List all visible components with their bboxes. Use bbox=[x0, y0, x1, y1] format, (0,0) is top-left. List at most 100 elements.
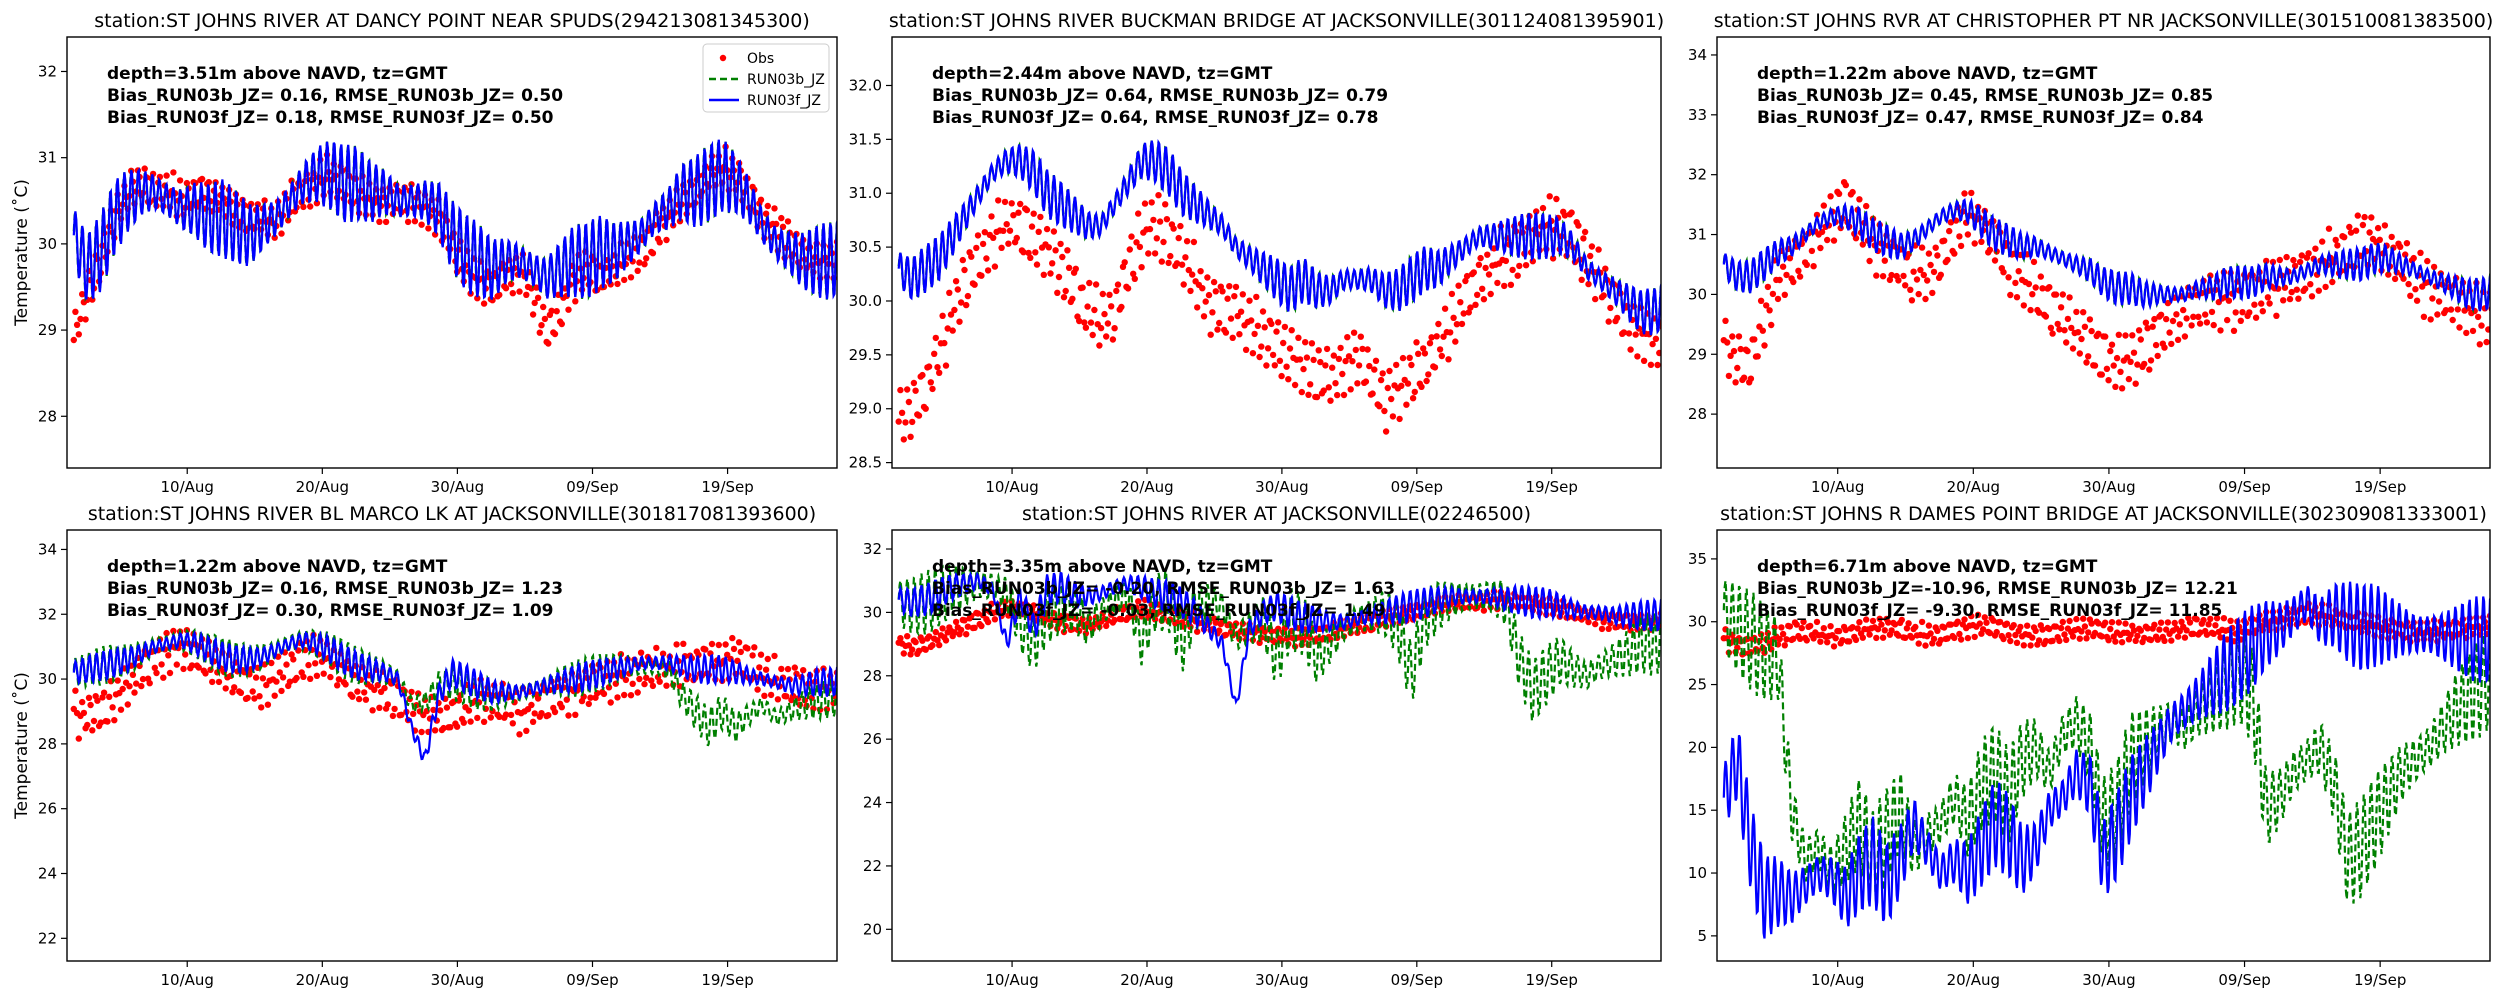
obs-point bbox=[1779, 630, 1787, 638]
obs-point bbox=[925, 633, 933, 640]
obs-point bbox=[1951, 634, 1958, 642]
obs-point bbox=[1054, 289, 1061, 296]
panel-title: station:ST JOHNS RIVER BL MARCO LK AT JA… bbox=[88, 503, 816, 525]
obs-point bbox=[1971, 633, 1978, 641]
obs-point bbox=[761, 692, 768, 699]
panel-title: station:ST JOHNS RVR AT CHRISTOPHER PT N… bbox=[1714, 10, 2494, 32]
obs-point bbox=[1364, 346, 1371, 353]
obs-point bbox=[534, 294, 542, 301]
xtick-label: 30/Aug bbox=[2082, 478, 2135, 496]
obs-point bbox=[1276, 357, 1284, 364]
obs-point bbox=[1647, 361, 1655, 368]
obs-point bbox=[1663, 621, 1669, 627]
ytick-label: 34 bbox=[1688, 46, 1707, 64]
obs-point bbox=[1947, 219, 1955, 226]
ytick-label: 20 bbox=[1688, 738, 1707, 756]
obs-point bbox=[909, 646, 916, 653]
obs-point bbox=[2434, 311, 2441, 318]
obs-point bbox=[2029, 634, 2036, 641]
obs-point bbox=[209, 678, 216, 686]
obs-point bbox=[545, 340, 552, 347]
legend-marker-obs bbox=[719, 54, 727, 62]
obs-point bbox=[734, 657, 741, 664]
obs-point bbox=[1145, 250, 1152, 257]
obs-point bbox=[1575, 222, 1582, 229]
obs-point bbox=[85, 694, 93, 701]
obs-point bbox=[912, 387, 919, 394]
obs-point bbox=[1163, 216, 1171, 223]
obs-point bbox=[1649, 340, 1656, 348]
obs-point bbox=[1268, 320, 1275, 328]
xtick-label: 30/Aug bbox=[431, 971, 484, 989]
obs-point bbox=[1362, 378, 1370, 385]
obs-point bbox=[1059, 253, 1066, 261]
obs-point bbox=[376, 704, 383, 711]
obs-point bbox=[1740, 374, 1748, 381]
obs-point bbox=[2449, 316, 2456, 324]
obs-point bbox=[1264, 345, 1272, 352]
obs-point bbox=[1661, 624, 1667, 630]
obs-point bbox=[1941, 624, 1948, 631]
obs-point bbox=[1457, 299, 1464, 306]
obs-point bbox=[649, 250, 657, 257]
obs-point bbox=[1783, 636, 1790, 643]
stats-annotation: depth=1.22m above NAVD, tz=GMT bbox=[1757, 64, 2098, 84]
obs-point bbox=[261, 197, 268, 204]
xtick-label: 30/Aug bbox=[1255, 971, 1308, 989]
obs-point bbox=[979, 240, 987, 248]
obs-point bbox=[1663, 355, 1669, 361]
obs-point bbox=[1222, 329, 1230, 336]
obs-point bbox=[1111, 616, 1118, 624]
obs-point bbox=[1730, 347, 1738, 355]
obs-point bbox=[1372, 357, 1380, 364]
obs-point bbox=[72, 687, 79, 694]
ytick-label: 35 bbox=[1688, 550, 1707, 568]
obs-point bbox=[531, 299, 538, 307]
obs-point bbox=[94, 697, 101, 704]
obs-point bbox=[1177, 222, 1184, 230]
obs-point bbox=[283, 661, 290, 668]
obs-point bbox=[1522, 262, 1530, 269]
obs-point bbox=[1924, 277, 1931, 284]
obs-point bbox=[1561, 212, 1569, 219]
obs-point bbox=[1751, 336, 1758, 343]
obs-point bbox=[1047, 270, 1054, 277]
obs-point bbox=[2417, 249, 2424, 256]
obs-point bbox=[117, 706, 125, 713]
obs-point bbox=[1817, 638, 1824, 645]
obs-point bbox=[1136, 243, 1144, 251]
obs-point bbox=[1212, 619, 1220, 626]
obs-point bbox=[2293, 286, 2300, 293]
obs-point bbox=[2127, 358, 2134, 365]
stats-annotation: depth=3.35m above NAVD, tz=GMT bbox=[932, 557, 1273, 577]
obs-point bbox=[1310, 356, 1317, 364]
obs-point bbox=[1017, 200, 1024, 208]
obs-point bbox=[75, 331, 83, 338]
obs-point bbox=[362, 696, 370, 703]
obs-point bbox=[1399, 354, 1407, 362]
obs-point bbox=[271, 692, 278, 699]
obs-point bbox=[2005, 274, 2012, 281]
ytick-label: 32 bbox=[863, 540, 882, 558]
obs-point bbox=[425, 225, 432, 232]
obs-point bbox=[1484, 251, 1491, 258]
obs-point bbox=[2403, 240, 2411, 247]
ytick-label: 22 bbox=[38, 929, 57, 947]
stats-annotation: Bias_RUN03f_JZ= -9.30, RMSE_RUN03f_JZ= 1… bbox=[1757, 601, 2222, 621]
obs-point bbox=[1602, 265, 1609, 272]
obs-point bbox=[941, 339, 948, 347]
obs-point bbox=[1957, 636, 1965, 643]
obs-point bbox=[2112, 638, 2119, 645]
obs-point bbox=[361, 689, 368, 696]
obs-point bbox=[1786, 255, 1794, 262]
obs-point bbox=[2000, 269, 2007, 276]
obs-point bbox=[1927, 630, 1934, 637]
stats-annotation: depth=3.51m above NAVD, tz=GMT bbox=[107, 64, 448, 84]
obs-point bbox=[565, 306, 572, 313]
obs-point bbox=[415, 690, 422, 697]
obs-point bbox=[587, 694, 594, 701]
obs-point bbox=[480, 718, 488, 725]
ytick-label: 10 bbox=[1688, 864, 1707, 882]
obs-point bbox=[327, 673, 334, 681]
obs-point bbox=[2230, 327, 2238, 334]
